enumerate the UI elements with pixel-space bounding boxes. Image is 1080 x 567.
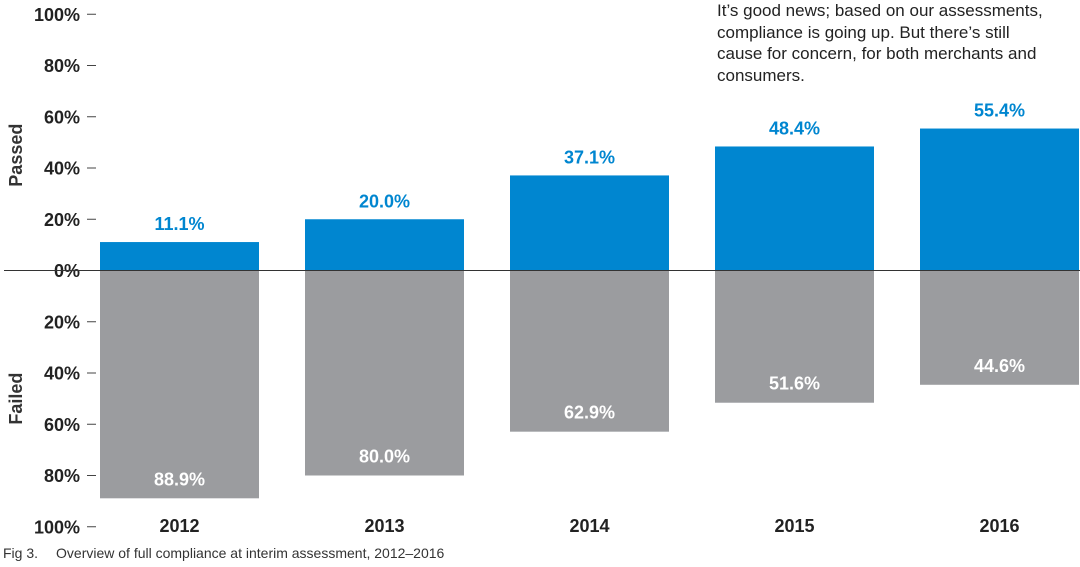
data-label-failed: 51.6% <box>769 374 820 394</box>
x-tick-label: 2016 <box>979 516 1019 536</box>
y-tick-label: 100% <box>34 5 80 25</box>
data-label-failed: 62.9% <box>564 403 615 423</box>
bar-failed <box>715 270 874 403</box>
data-label-passed: 48.4% <box>769 118 820 138</box>
y-axis-label-failed: Failed <box>6 373 26 425</box>
y-tick-label: 80% <box>44 56 80 76</box>
bar-failed <box>305 270 464 476</box>
caption-figure-number: Fig 3. <box>3 545 39 561</box>
chart-annotation: It’s good news; based on our assessments… <box>717 1 1043 85</box>
figure-caption: Fig 3. Overview of full compliance at int… <box>3 545 444 561</box>
y-tick-label: 80% <box>44 466 80 486</box>
data-label-passed: 20.0% <box>359 191 410 211</box>
caption-text: Overview of full compliance at interim a… <box>56 545 445 561</box>
bar-passed <box>100 242 259 271</box>
y-tick-label: 40% <box>44 364 80 384</box>
bar-passed <box>715 146 874 271</box>
data-label-failed: 44.6% <box>974 356 1025 376</box>
data-label-passed: 55.4% <box>974 101 1025 121</box>
bar-failed <box>510 270 669 432</box>
bar-passed <box>920 128 1079 271</box>
x-tick-label: 2013 <box>364 516 404 536</box>
y-tick-label: 100% <box>34 517 80 537</box>
data-label-failed: 80.0% <box>359 447 410 467</box>
y-tick-label: 60% <box>44 107 80 127</box>
y-tick-label: 40% <box>44 159 80 179</box>
y-axis-label-passed: Passed <box>6 124 26 187</box>
x-tick-label: 2012 <box>159 516 199 536</box>
bar-passed <box>305 219 464 271</box>
bar-failed <box>920 270 1079 385</box>
bar-failed <box>100 270 259 499</box>
x-tick-label: 2014 <box>569 516 609 536</box>
data-label-passed: 37.1% <box>564 147 615 167</box>
data-label-failed: 88.9% <box>154 469 205 489</box>
bar-passed <box>510 175 669 271</box>
y-tick-label: 20% <box>44 312 80 332</box>
y-tick-label: 20% <box>44 210 80 230</box>
x-tick-label: 2015 <box>774 516 814 536</box>
data-label-passed: 11.1% <box>154 214 204 234</box>
y-tick-label: 60% <box>44 415 80 435</box>
